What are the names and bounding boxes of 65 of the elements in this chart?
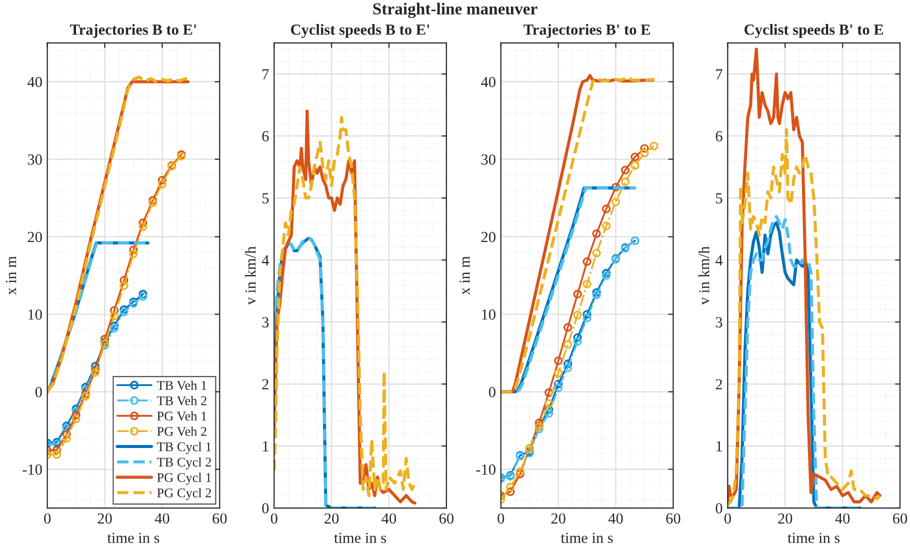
y-tick-label: 2 xyxy=(262,379,268,390)
text: Straight-line maneuver xyxy=(373,2,538,18)
chart-title: Cyclist speeds B to E' xyxy=(290,24,430,38)
legend-label: PG Veh 2 xyxy=(157,426,206,436)
x-tick-label: 20 xyxy=(98,513,112,524)
y-axis-title: x in m xyxy=(6,256,16,295)
y-tick-label: 0 xyxy=(716,503,722,514)
y-tick-label: 7 xyxy=(716,69,722,80)
y-tick-label: 30 xyxy=(481,154,496,165)
y-tick-label: 3 xyxy=(262,317,269,328)
x-axis-title: time in s xyxy=(560,532,613,544)
y-tick-label: 0 xyxy=(262,503,269,514)
y-axis-title: v in km/h xyxy=(244,246,256,305)
y-tick-label: 40 xyxy=(481,76,496,88)
chart-title: Trajectories B' to E xyxy=(524,24,650,38)
y-tick-label: 4 xyxy=(715,255,723,266)
y-tick-label: 10 xyxy=(28,309,42,320)
x-axis-title: time in s xyxy=(334,532,386,544)
x-tick-label: 60 xyxy=(893,513,908,524)
x-tick-label: 20 xyxy=(324,513,339,524)
x-tick-label: 60 xyxy=(212,513,227,524)
legend-label: PG Cycl 2 xyxy=(157,488,211,500)
y-axis-title: v in km/h xyxy=(698,246,710,305)
y-tick-label: 10 xyxy=(482,309,496,320)
x-tick-label: 0 xyxy=(270,513,278,524)
y-tick-label: 30 xyxy=(28,154,42,165)
x-tick-label: 0 xyxy=(498,513,504,524)
y-tick-label: 0 xyxy=(35,386,42,398)
x-tick-label: 0 xyxy=(724,513,731,524)
y-tick-label: 20 xyxy=(28,232,42,242)
x-axis-title: time in s xyxy=(788,532,840,544)
y-tick-label: 7 xyxy=(262,69,269,80)
y-tick-label: 6 xyxy=(716,131,722,142)
x-tick-label: 40 xyxy=(154,513,170,524)
y-tick-label: 20 xyxy=(481,232,496,242)
y-tick-label: 0 xyxy=(488,386,496,398)
y-tick-label: 1 xyxy=(262,441,268,452)
y-tick-label: 5 xyxy=(716,193,722,204)
y-tick-label: 3 xyxy=(716,317,722,328)
x-tick-label: 20 xyxy=(551,513,566,524)
x-tick-label: 60 xyxy=(666,513,680,524)
legend-label: TB Cycl 1 xyxy=(156,442,211,454)
y-tick-label: -10 xyxy=(22,464,42,475)
x-tick-label: 40 xyxy=(608,513,623,524)
y-axis-title: x in m xyxy=(460,256,470,295)
x-axis-title: time in s xyxy=(107,532,160,544)
chart-title: Cyclist speeds B' to E xyxy=(744,24,884,38)
x-tick-label: 60 xyxy=(439,513,454,524)
legend-label: TB Veh 1 xyxy=(156,380,206,390)
legend-label: PG Veh 1 xyxy=(157,411,206,421)
y-tick-label: 40 xyxy=(27,76,42,88)
x-tick-label: 40 xyxy=(835,513,850,524)
legend-label: TB Veh 2 xyxy=(156,396,206,406)
x-tick-label: 40 xyxy=(382,513,396,524)
y-tick-label: 2 xyxy=(716,379,722,390)
y-tick-label: -10 xyxy=(476,464,496,475)
legend-label: PG Cycl 1 xyxy=(157,472,211,485)
y-tick-label: 6 xyxy=(262,131,269,142)
y-tick-label: 1 xyxy=(716,441,722,452)
legend-label: TB Cycl 2 xyxy=(156,457,211,470)
y-tick-label: 4 xyxy=(262,255,269,266)
chart-title: Trajectories B to E' xyxy=(70,24,196,38)
y-tick-label: 5 xyxy=(262,193,269,204)
x-tick-label: 20 xyxy=(778,513,792,524)
x-tick-label: 0 xyxy=(44,513,51,524)
